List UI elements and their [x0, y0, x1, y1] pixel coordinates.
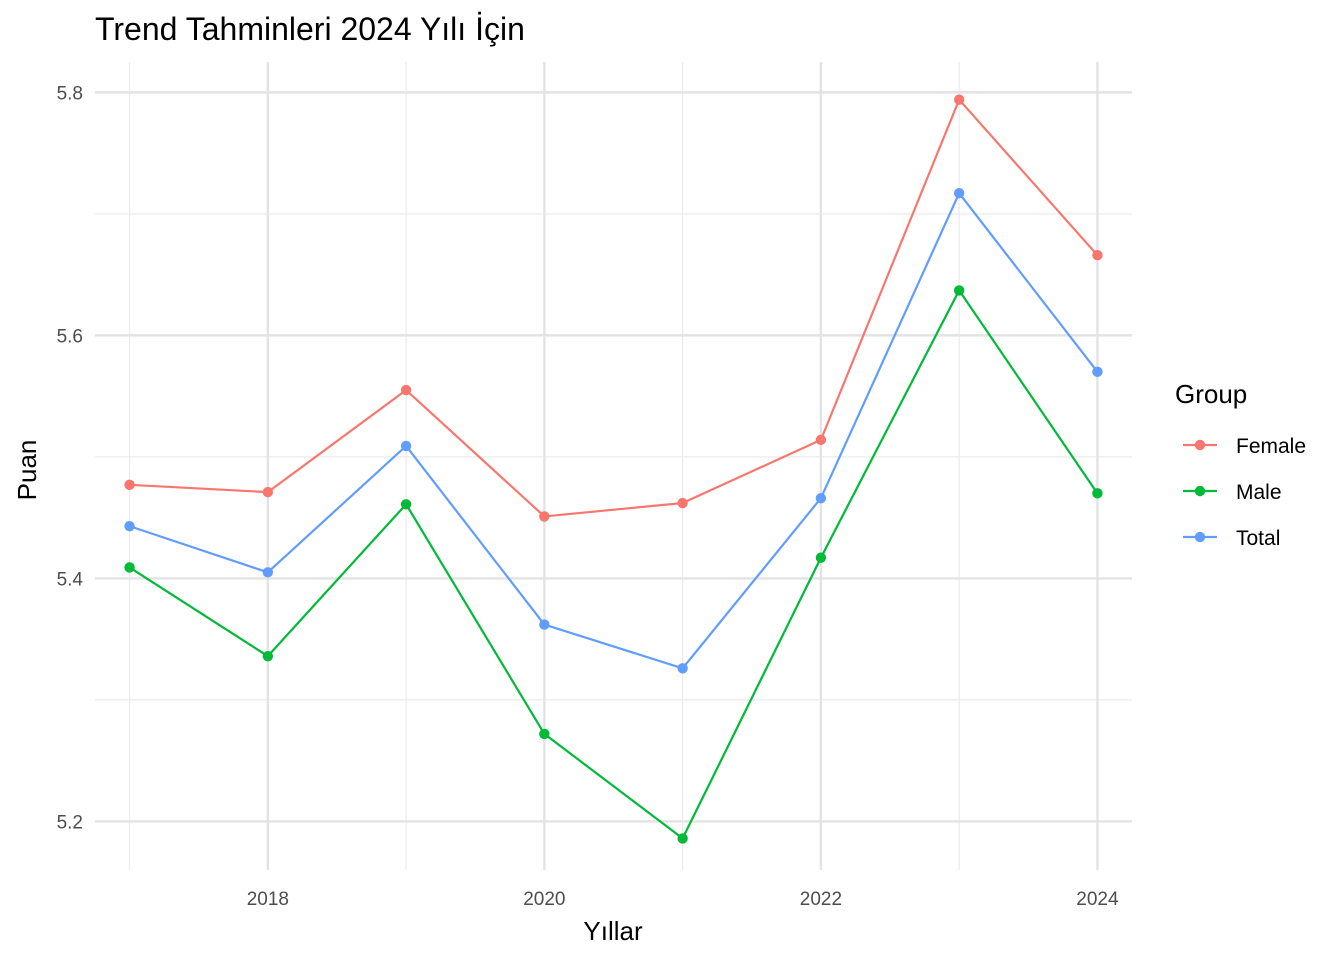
data-point-female: [953, 94, 965, 105]
data-point-male: [400, 499, 412, 510]
data-point-total: [400, 440, 412, 452]
x-tick-label: 2022: [800, 889, 842, 910]
data-point-female: [400, 384, 412, 396]
series-line-total: [129, 192, 1099, 670]
y-tick-label: 5.8: [57, 83, 83, 104]
grid: [95, 62, 1132, 870]
data-point-total: [1092, 366, 1103, 378]
data-point-female: [262, 486, 274, 498]
data-point-female: [1092, 249, 1103, 261]
data-point-total: [815, 492, 827, 504]
x-axis-title: Yıllar: [583, 916, 643, 946]
legend-key-point: [1194, 531, 1206, 543]
legend-item-total: Total: [1183, 527, 1280, 550]
data-point-total: [953, 188, 965, 199]
x-tick-label: 2024: [1076, 889, 1119, 910]
data-point-female: [677, 497, 688, 509]
legend-key-point: [1194, 439, 1206, 451]
data-point-male: [953, 285, 965, 296]
data-point-male: [677, 833, 688, 844]
chart-title: Trend Tahminleri 2024 Yılı İçin: [95, 11, 525, 47]
data-point-male: [815, 552, 827, 563]
x-tick-label: 2020: [523, 889, 565, 910]
data-point-male: [262, 650, 274, 662]
x-tick-label: 2018: [247, 889, 289, 910]
series-line-male: [128, 289, 1099, 840]
data-point-female: [815, 434, 827, 446]
data-point-male: [539, 728, 550, 740]
data-point-male: [124, 562, 135, 573]
series-female: [124, 94, 1103, 522]
data-point-male: [1092, 488, 1103, 499]
data-point-total: [677, 663, 688, 674]
y-tick-label: 5.6: [57, 326, 83, 347]
series-total: [124, 188, 1103, 674]
data-point-female: [124, 479, 135, 491]
series-line-female: [129, 98, 1099, 518]
series-layer: [124, 94, 1103, 844]
legend-item-female: Female: [1183, 435, 1306, 458]
series-male: [124, 285, 1103, 844]
legend-key-point: [1194, 485, 1206, 497]
legend-title: Group: [1175, 379, 1247, 409]
legend-label: Total: [1236, 527, 1280, 550]
legend-item-male: Male: [1183, 481, 1282, 504]
y-tick-label: 5.2: [57, 812, 83, 833]
y-tick-label: 5.4: [57, 569, 84, 590]
data-point-total: [539, 619, 550, 630]
y-axis-title: Puan: [12, 440, 42, 501]
legend: Group Female Male Total: [1175, 379, 1306, 550]
legend-label: Female: [1236, 435, 1306, 458]
legend-label: Male: [1236, 481, 1282, 504]
tick-labels: 2018 2020 2022 2024 5.2 5.4 5.6 5.8: [57, 83, 1119, 910]
data-point-female: [539, 511, 550, 522]
data-point-total: [124, 520, 135, 532]
data-point-total: [262, 567, 274, 578]
